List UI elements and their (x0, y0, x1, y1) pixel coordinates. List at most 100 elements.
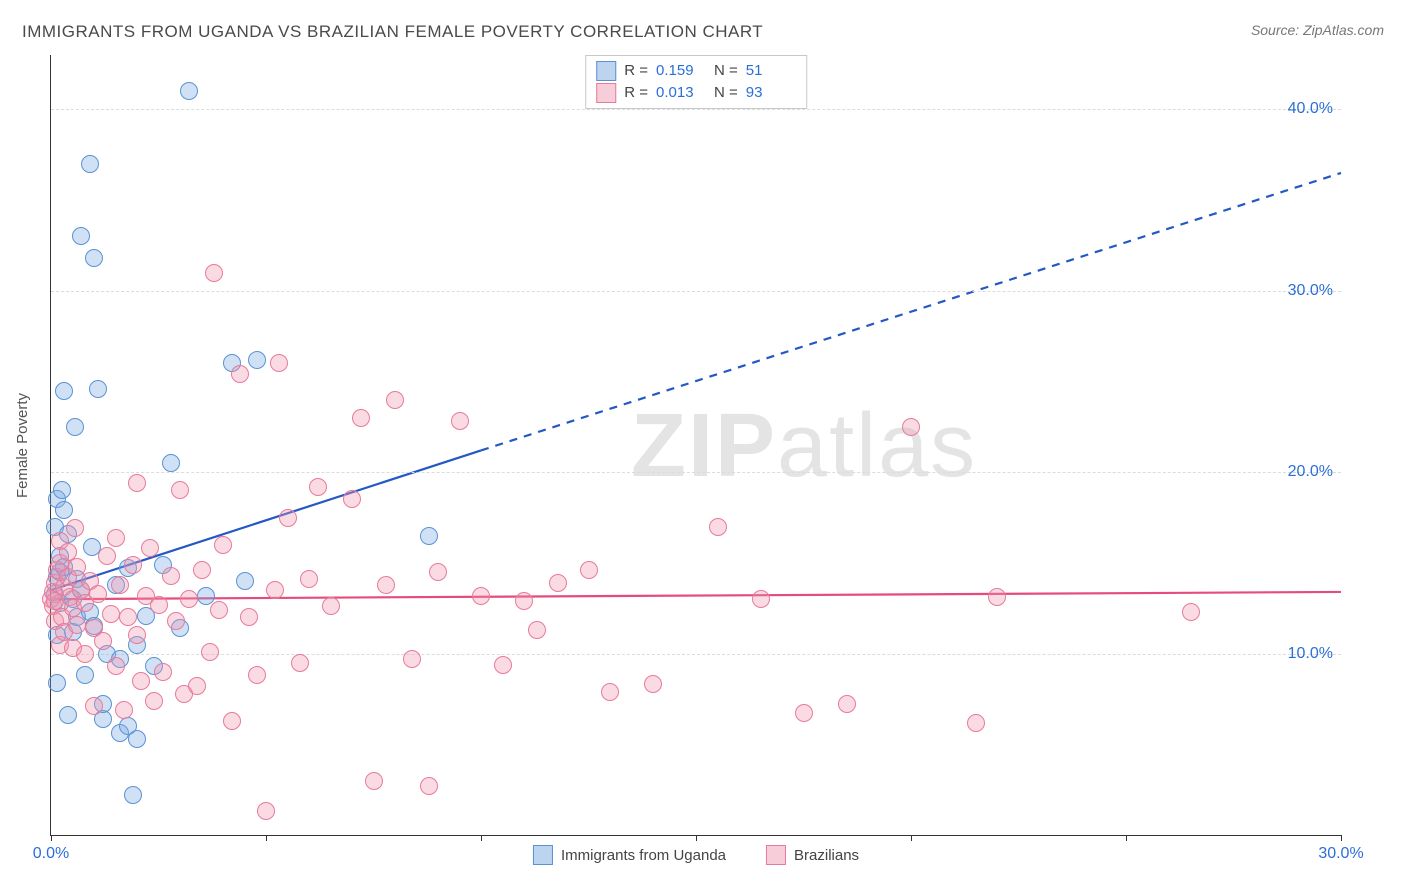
scatter-point (85, 249, 103, 267)
y-tick-label: 40.0% (1288, 100, 1333, 118)
scatter-point (601, 683, 619, 701)
scatter-point (141, 539, 159, 557)
scatter-point (128, 474, 146, 492)
scatter-point (171, 481, 189, 499)
scatter-point (420, 777, 438, 795)
scatter-point (1182, 603, 1200, 621)
x-tick-mark (51, 835, 52, 841)
scatter-point (124, 786, 142, 804)
legend-swatch (766, 845, 786, 865)
legend-n-value: 51 (746, 60, 796, 82)
y-tick-label: 30.0% (1288, 282, 1333, 300)
x-tick-mark (1126, 835, 1127, 841)
scatter-point (197, 587, 215, 605)
scatter-point (205, 264, 223, 282)
scatter-point (48, 674, 66, 692)
legend-series: Immigrants from Uganda Brazilians (533, 845, 859, 865)
y-tick-label: 20.0% (1288, 463, 1333, 481)
chart-title: IMMIGRANTS FROM UGANDA VS BRAZILIAN FEMA… (22, 22, 763, 42)
legend-n-label: N = (714, 82, 738, 104)
scatter-point (472, 587, 490, 605)
trend-line (51, 592, 1341, 599)
scatter-point (145, 692, 163, 710)
scatter-point (967, 714, 985, 732)
legend-series-item: Brazilians (766, 845, 859, 865)
scatter-point (66, 519, 84, 537)
scatter-point (162, 567, 180, 585)
scatter-point (154, 663, 172, 681)
scatter-point (752, 590, 770, 608)
scatter-point (451, 412, 469, 430)
scatter-point (55, 382, 73, 400)
x-tick-label: 0.0% (33, 845, 69, 863)
scatter-point (150, 596, 168, 614)
scatter-point (55, 501, 73, 519)
scatter-point (66, 418, 84, 436)
scatter-point (68, 616, 86, 634)
trend-line-dashed (481, 173, 1341, 451)
scatter-point (309, 478, 327, 496)
scatter-point (236, 572, 254, 590)
scatter-point (85, 697, 103, 715)
x-tick-label: 30.0% (1318, 845, 1363, 863)
scatter-point (53, 481, 71, 499)
scatter-point (270, 354, 288, 372)
scatter-point (248, 351, 266, 369)
scatter-point (231, 365, 249, 383)
scatter-point (549, 574, 567, 592)
scatter-point (291, 654, 309, 672)
y-tick-label: 10.0% (1288, 645, 1333, 663)
legend-r-label: R = (624, 82, 648, 104)
legend-n-value: 93 (746, 82, 796, 104)
gridline (51, 472, 1341, 473)
scatter-point (180, 82, 198, 100)
scatter-point (188, 677, 206, 695)
scatter-point (902, 418, 920, 436)
scatter-point (403, 650, 421, 668)
scatter-point (107, 657, 125, 675)
scatter-point (494, 656, 512, 674)
scatter-point (94, 632, 112, 650)
gridline (51, 109, 1341, 110)
scatter-point (68, 558, 86, 576)
scatter-point (98, 547, 116, 565)
scatter-point (76, 666, 94, 684)
scatter-point (420, 527, 438, 545)
scatter-point (429, 563, 447, 581)
legend-stats-row: R = 0.159N = 51 (596, 60, 796, 82)
legend-series-label: Brazilians (794, 847, 859, 864)
scatter-point (132, 672, 150, 690)
gridline (51, 291, 1341, 292)
scatter-point (223, 712, 241, 730)
scatter-point (162, 454, 180, 472)
legend-series-item: Immigrants from Uganda (533, 845, 726, 865)
legend-swatch (533, 845, 553, 865)
scatter-point (365, 772, 383, 790)
legend-r-value: 0.159 (656, 60, 706, 82)
scatter-point (257, 802, 275, 820)
scatter-point (167, 612, 185, 630)
x-tick-mark (266, 835, 267, 841)
legend-swatch (596, 83, 616, 103)
scatter-point (377, 576, 395, 594)
scatter-point (266, 581, 284, 599)
legend-series-label: Immigrants from Uganda (561, 847, 726, 864)
scatter-point (128, 730, 146, 748)
scatter-point (115, 701, 133, 719)
legend-r-label: R = (624, 60, 648, 82)
scatter-point (386, 391, 404, 409)
scatter-point (201, 643, 219, 661)
x-tick-mark (1341, 835, 1342, 841)
chart-source: Source: ZipAtlas.com (1251, 22, 1384, 38)
scatter-point (988, 588, 1006, 606)
scatter-point (248, 666, 266, 684)
scatter-point (76, 645, 94, 663)
scatter-point (300, 570, 318, 588)
scatter-plot: ZIPatlas R = 0.159N = 51R = 0.013N = 93 … (50, 55, 1341, 836)
scatter-point (343, 490, 361, 508)
scatter-point (81, 155, 99, 173)
scatter-point (72, 227, 90, 245)
scatter-point (214, 536, 232, 554)
scatter-point (107, 529, 125, 547)
scatter-point (128, 626, 146, 644)
